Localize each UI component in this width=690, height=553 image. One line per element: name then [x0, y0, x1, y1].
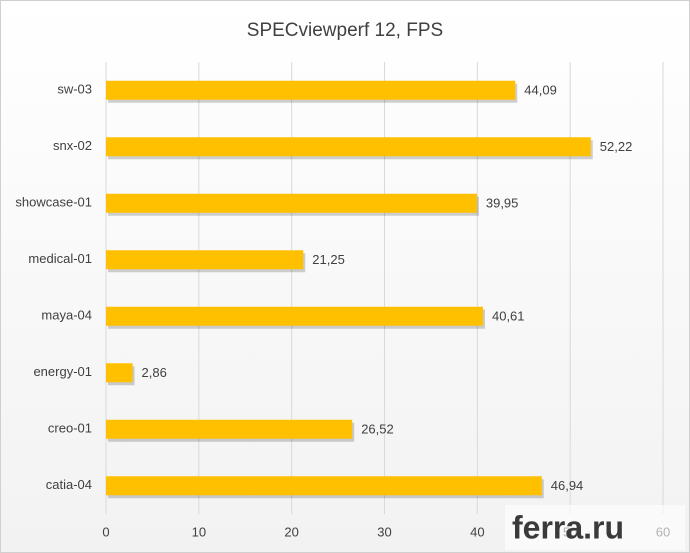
x-tick-label: 40: [470, 524, 484, 539]
y-tick-label: snx-02: [53, 138, 92, 153]
data-label: 21,25: [312, 252, 345, 267]
bar: [106, 80, 516, 100]
y-tick-label: energy-01: [33, 364, 92, 379]
watermark-box: [505, 505, 685, 550]
y-tick-label: creo-01: [48, 421, 92, 436]
data-label: 39,95: [486, 196, 519, 211]
data-label: 40,61: [492, 309, 525, 324]
y-tick-label: sw-03: [57, 82, 92, 97]
x-tick-label: 0: [102, 524, 109, 539]
x-tick-label: 10: [192, 524, 206, 539]
bar: [106, 193, 477, 213]
y-tick-label: catia-04: [46, 477, 92, 492]
data-label: 26,52: [361, 422, 394, 437]
bar: [106, 137, 591, 157]
data-label: 2,86: [142, 365, 167, 380]
bar: [106, 306, 483, 326]
data-label: 52,22: [600, 139, 633, 154]
y-tick-label: medical-01: [28, 251, 92, 266]
x-tick-label: 30: [377, 524, 391, 539]
bar: [106, 250, 304, 270]
bar: [106, 476, 542, 496]
bar: [106, 363, 133, 383]
watermark: ferra.ru: [512, 509, 624, 545]
y-tick-label: showcase-01: [15, 195, 92, 210]
bar: [106, 419, 353, 439]
y-tick-label: maya-04: [41, 308, 92, 323]
data-label: 46,94: [551, 478, 584, 493]
x-tick-label: 20: [284, 524, 298, 539]
plot: 0102030405060sw-0344,09snx-0252,22showca…: [15, 62, 670, 539]
data-label: 44,09: [524, 83, 557, 98]
chart-title: SPECviewperf 12, FPS: [247, 20, 443, 41]
